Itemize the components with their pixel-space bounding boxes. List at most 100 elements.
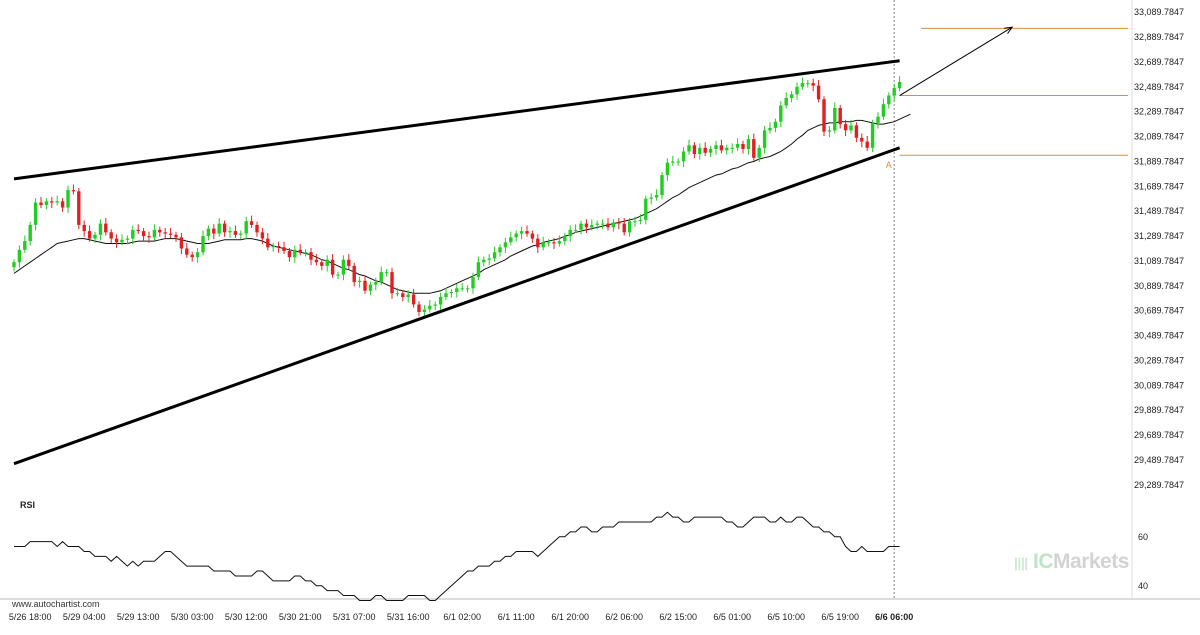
x-tick-label: 6/6 06:00 [875,612,913,622]
candle-body [293,249,297,258]
candle-body [109,232,113,239]
source-label: www.autochartist.com [12,599,100,609]
candle-body [368,284,373,291]
candle-body [309,252,313,260]
y-tick-label: 29,489.7847 [1134,455,1184,465]
candle-body [714,145,718,149]
candle-body [509,237,513,243]
pattern-point-label: A [886,160,892,170]
candle-body [692,145,697,154]
candle-body [271,246,275,248]
candle-body [492,252,497,259]
candle-body [228,231,232,233]
x-tick-label: 5/29 04:00 [63,612,106,622]
x-tick-label: 6/5 10:00 [767,612,805,622]
candle-body [212,228,216,234]
y-tick-label: 30,689.7847 [1134,306,1184,316]
x-tick-label: 6/1 20:00 [551,612,589,622]
y-tick-label: 30,489.7847 [1134,331,1184,341]
candle-body [249,221,254,225]
candle-body [552,242,556,244]
candle-body [811,83,815,86]
candle-body [703,147,707,153]
rsi-line [14,511,900,601]
candle-body [363,280,367,291]
candle-body [611,222,616,228]
candle-body [897,81,902,89]
candle-body [865,141,869,148]
candle-body [573,229,578,231]
candle-body [627,221,632,233]
rsi-title: RSI [20,500,35,510]
projection-arrow-head [1004,26,1014,34]
candle-body [746,139,751,149]
candle-body [201,236,205,253]
candle-body [606,223,610,228]
candle-body [595,223,599,225]
candle-body [827,130,832,132]
brand-watermark: |||| ICMarkets [1014,550,1129,574]
candle-body [93,234,97,239]
candle-body [708,149,713,153]
x-tick-label: 5/30 12:00 [225,612,268,622]
candle-body [757,147,761,158]
candle-body [239,233,243,235]
candle-body [44,201,49,205]
candle-body [60,201,65,208]
candle-body [503,242,508,248]
x-tick-label: 5/29 13:00 [117,612,160,622]
candle-body [244,221,248,234]
candle-body [498,247,502,253]
candle-body [411,294,416,305]
candle-body [789,94,794,98]
candle-body [125,238,130,240]
candle-body [190,254,194,258]
rsi-y-tick-label: 40 [1138,581,1148,591]
candle-body [433,304,437,306]
support-trendline [13,146,901,466]
candle-body [773,121,778,128]
candle-body [303,252,308,254]
rsi-y-tick-label: 60 [1138,532,1148,542]
candle-body [347,259,351,266]
candle-body [638,219,643,222]
candle-body [833,108,837,131]
candle-body [460,288,464,290]
candle-body [147,236,151,238]
candle-body [185,248,189,255]
candle-body [870,122,875,148]
x-tick-label: 5/30 21:00 [279,612,322,622]
candle-body [255,224,259,233]
candle-body [698,147,702,154]
y-tick-label: 31,489.7847 [1134,206,1184,216]
candle-body [487,258,491,260]
candle-body [806,83,810,85]
candle-body [671,161,675,163]
candle-body [719,145,724,151]
candle-body [768,127,772,131]
candle-body [665,162,670,176]
pattern-layer: A [13,26,1128,466]
rsi-layer: RSI 60 40 [14,500,1148,601]
candle-body [28,224,32,242]
candle-body [120,239,124,243]
candle-body [838,108,842,125]
candle-body [779,105,783,122]
candle-body [843,124,848,131]
candle-body [131,229,135,239]
candle-body [233,231,238,235]
candle-body [390,272,394,294]
candle-body [876,116,880,123]
y-tick-label: 30,289.7847 [1134,355,1184,365]
candle-body [260,232,265,239]
candle-body [800,83,805,87]
candle-body [590,224,594,228]
candle-body [87,231,92,239]
x-tick-label: 6/1 11:00 [498,612,535,622]
candle-body [395,293,400,295]
x-tick-label: 6/2 06:00 [605,612,643,622]
candle-body [39,202,43,205]
candle-body [282,247,286,251]
candle-body [82,224,86,232]
